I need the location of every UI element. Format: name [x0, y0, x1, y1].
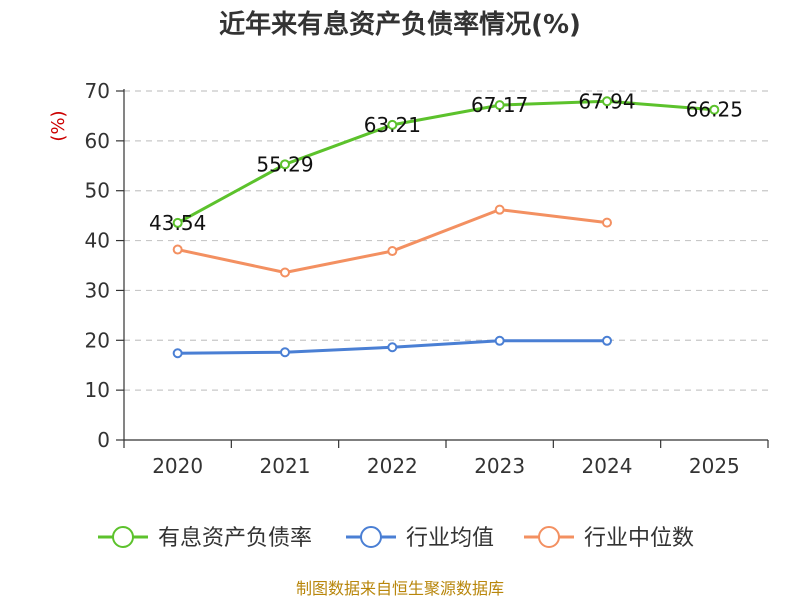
data-label-2022: 63.21: [364, 113, 421, 137]
y-tick-label-60: 60: [85, 129, 110, 153]
x-tick-label-2023: 2023: [474, 454, 525, 478]
point-1-2023: [494, 335, 505, 346]
y-tick-label-30: 30: [85, 278, 110, 302]
x-tick-label-2021: 2021: [260, 454, 311, 478]
series-line-0: [176, 99, 715, 225]
axes: [116, 89, 769, 448]
point-2-2020: [172, 244, 183, 255]
gridlines: [124, 90, 768, 391]
point-0-2020: [172, 217, 183, 228]
y-tick-label-40: 40: [85, 229, 110, 253]
y-tick-label-20: 20: [85, 328, 110, 352]
x-tick-label-2025: 2025: [689, 454, 740, 478]
data-label-2021: 55.29: [256, 152, 313, 176]
source-note: 制图数据来自恒生聚源数据库: [296, 579, 504, 598]
point-0-2022: [387, 119, 398, 130]
legend-label-1: 行业均值: [406, 526, 494, 551]
legend: 有息资产负债率 行业均值 行业中位数: [98, 526, 694, 551]
x-tick-labels: 2020 2021 2022 2023 2024 2025: [152, 454, 740, 478]
y-tick-label-50: 50: [85, 179, 110, 203]
data-label-2023: 67.17: [471, 93, 528, 117]
y-tick-label-10: 10: [85, 378, 110, 402]
y-axis-label: (%): [48, 110, 69, 141]
data-labels: 43.54 55.29 63.21 67.17 67.94 66.25: [149, 89, 743, 235]
point-0-2024: [602, 96, 612, 107]
chart-title: 近年来有息资产负债率情况(%): [219, 9, 581, 40]
point-2-2022: [387, 246, 398, 257]
y-tick-label-70: 70: [85, 79, 110, 103]
data-label-2020: 43.54: [149, 211, 206, 235]
legend-marker-1: [360, 526, 382, 548]
x-tick-label-2022: 2022: [367, 454, 418, 478]
legend-marker-0: [112, 526, 134, 548]
point-1-2020: [172, 348, 183, 359]
point-0-2025: [709, 104, 720, 115]
point-2-2023: [494, 204, 505, 215]
point-0-2023: [494, 100, 505, 111]
x-tick-label-2024: 2024: [582, 454, 633, 478]
legend-label-0: 有息资产负债率: [158, 526, 312, 551]
point-1-2022: [387, 342, 398, 353]
point-2-2024: [602, 217, 612, 228]
y-tick-label-0: 0: [97, 428, 110, 452]
point-1-2024: [602, 335, 612, 346]
series-group: [172, 96, 720, 359]
data-label-2024: 67.94: [578, 89, 635, 113]
legend-marker-2: [538, 526, 560, 548]
data-label-2025: 66.25: [686, 98, 743, 122]
point-0-2021: [280, 159, 290, 170]
x-tick-label-2020: 2020: [152, 454, 203, 478]
point-1-2021: [280, 347, 290, 358]
legend-label-2: 行业中位数: [584, 526, 694, 551]
y-tick-labels: 0 10 20 30 40 50 60 70: [85, 79, 110, 452]
point-2-2021: [280, 267, 290, 278]
